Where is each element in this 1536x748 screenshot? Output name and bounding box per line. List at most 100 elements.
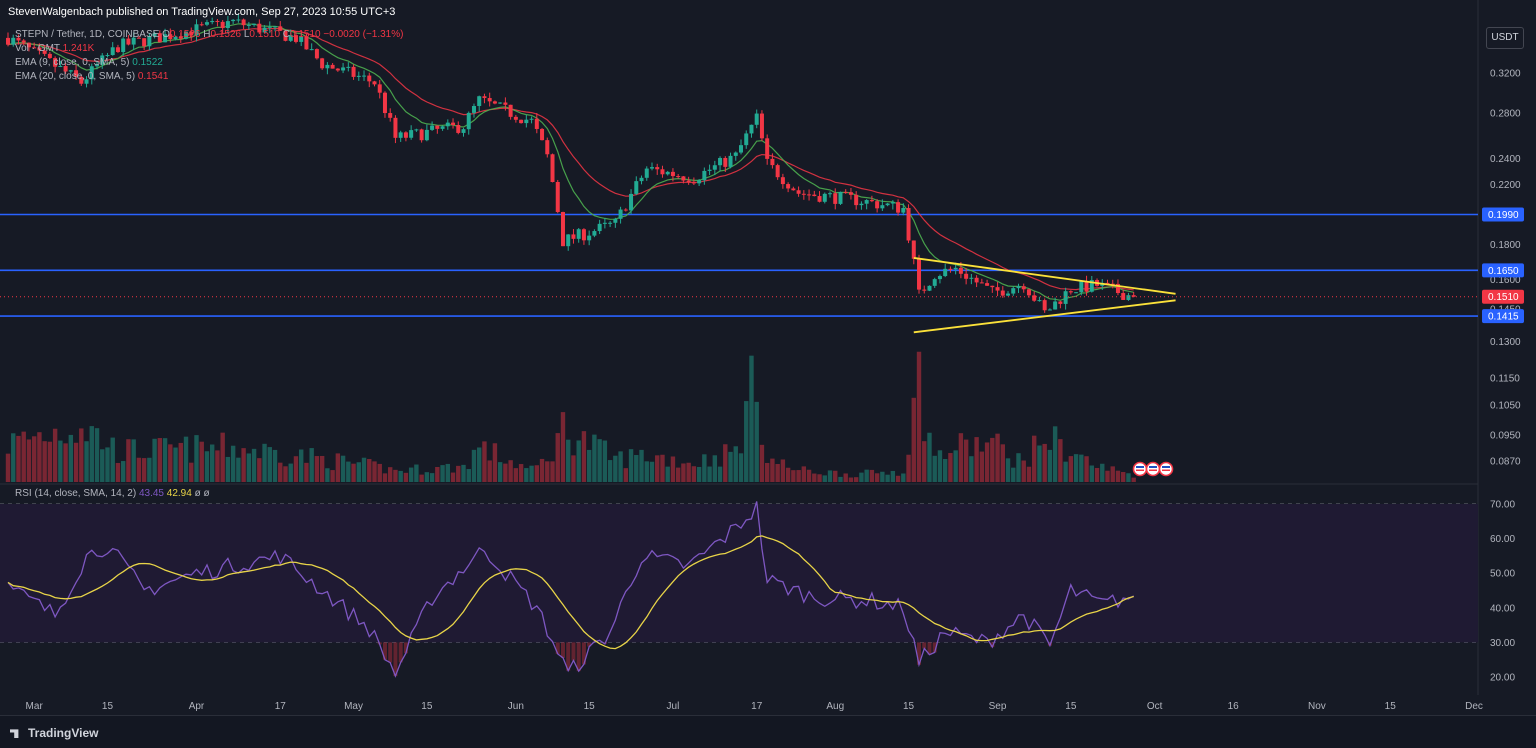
candle[interactable]	[754, 109, 759, 129]
candle[interactable]	[53, 56, 58, 73]
candle[interactable]	[686, 176, 691, 185]
candle[interactable]	[210, 17, 215, 25]
candle[interactable]	[712, 160, 717, 176]
event-flag-icon[interactable]	[1145, 461, 1161, 477]
candle[interactable]	[330, 63, 335, 69]
candle[interactable]	[498, 102, 503, 104]
candle[interactable]	[812, 190, 817, 197]
candle[interactable]	[89, 63, 94, 85]
candle[interactable]	[236, 13, 241, 23]
candle[interactable]	[341, 62, 346, 74]
candle[interactable]	[74, 64, 79, 80]
candle[interactable]	[1032, 291, 1037, 302]
candle[interactable]	[1006, 291, 1011, 297]
candle[interactable]	[791, 186, 796, 191]
candle[interactable]	[346, 62, 351, 72]
candle[interactable]	[618, 206, 623, 224]
candle[interactable]	[1084, 275, 1089, 296]
candle[interactable]	[356, 71, 361, 81]
event-flag-icon[interactable]	[1132, 461, 1148, 477]
candle[interactable]	[225, 15, 230, 34]
candle[interactable]	[691, 177, 696, 185]
candle[interactable]	[372, 80, 377, 87]
candle[interactable]	[943, 263, 948, 278]
candle[interactable]	[623, 208, 628, 212]
candle[interactable]	[796, 186, 801, 197]
candle[interactable]	[1042, 298, 1047, 313]
candle[interactable]	[304, 33, 309, 50]
candle[interactable]	[37, 43, 42, 55]
candle[interactable]	[739, 139, 743, 155]
candle[interactable]	[1000, 286, 1005, 298]
candle[interactable]	[932, 277, 937, 289]
candle[interactable]	[409, 125, 414, 140]
candle[interactable]	[911, 240, 916, 265]
candle[interactable]	[581, 228, 586, 245]
candle[interactable]	[95, 61, 100, 70]
candle[interactable]	[68, 69, 73, 74]
candle[interactable]	[513, 114, 518, 123]
candle[interactable]	[922, 285, 927, 294]
candle[interactable]	[780, 173, 785, 189]
candle[interactable]	[42, 45, 47, 57]
candle[interactable]	[47, 51, 52, 59]
event-flag-icon[interactable]	[1158, 461, 1174, 477]
candle[interactable]	[937, 274, 942, 284]
candle[interactable]	[1115, 279, 1120, 296]
candle[interactable]	[173, 35, 178, 41]
candle[interactable]	[393, 115, 398, 144]
candle[interactable]	[524, 114, 529, 128]
rsi-legend[interactable]: RSI (14, close, SMA, 14, 2) 43.45 42.94 …	[15, 487, 210, 501]
candle[interactable]	[1110, 279, 1115, 289]
candle[interactable]	[288, 29, 293, 42]
candle[interactable]	[456, 121, 461, 135]
candle[interactable]	[414, 128, 419, 132]
candle[interactable]	[471, 103, 476, 118]
candle[interactable]	[613, 217, 618, 228]
candle[interactable]	[63, 62, 68, 75]
candle[interactable]	[634, 176, 639, 196]
candle[interactable]	[131, 32, 136, 50]
rsi-axis[interactable]: 70.00 60.00 50.00 40.00 30.00 20.00	[1490, 500, 1515, 684]
candle[interactable]	[320, 57, 325, 70]
candle[interactable]	[639, 175, 644, 185]
candle[interactable]	[482, 93, 487, 104]
candle[interactable]	[1047, 308, 1052, 311]
candle[interactable]	[848, 188, 853, 200]
candle[interactable]	[629, 189, 634, 215]
candle[interactable]	[325, 62, 330, 75]
candle[interactable]	[765, 134, 770, 165]
candle[interactable]	[817, 191, 822, 203]
candle[interactable]	[84, 76, 89, 88]
candle[interactable]	[204, 19, 209, 27]
candle[interactable]	[550, 153, 555, 183]
candle[interactable]	[985, 279, 990, 286]
candle[interactable]	[592, 229, 597, 238]
candle[interactable]	[147, 33, 152, 51]
candle[interactable]	[1053, 297, 1058, 310]
candle[interactable]	[252, 23, 257, 27]
candle[interactable]	[189, 27, 194, 41]
candle[interactable]	[775, 163, 780, 180]
volume-legend[interactable]: Vol · GMT 1.241K	[15, 42, 94, 56]
candle[interactable]	[728, 152, 733, 169]
candle[interactable]	[16, 34, 21, 45]
candle[interactable]	[545, 137, 550, 158]
candle[interactable]	[477, 95, 482, 112]
candle[interactable]	[257, 19, 262, 35]
candle[interactable]	[110, 42, 115, 56]
candle[interactable]	[440, 125, 445, 131]
candle[interactable]	[822, 192, 827, 204]
candle[interactable]	[184, 31, 189, 40]
candle[interactable]	[702, 167, 707, 185]
triangle-upper-line[interactable]	[913, 257, 1176, 295]
candle[interactable]	[105, 52, 110, 58]
candle[interactable]	[644, 166, 649, 181]
candle[interactable]	[314, 48, 319, 60]
candle[interactable]	[697, 179, 702, 186]
ema9-legend[interactable]: EMA (9, close, 0, SMA, 5) 0.1522	[15, 56, 163, 70]
candle[interactable]	[194, 19, 199, 42]
candle[interactable]	[1105, 279, 1110, 284]
ema20-legend[interactable]: EMA (20, close, 0, SMA, 5) 0.1541	[15, 70, 168, 84]
candle[interactable]	[906, 204, 911, 244]
